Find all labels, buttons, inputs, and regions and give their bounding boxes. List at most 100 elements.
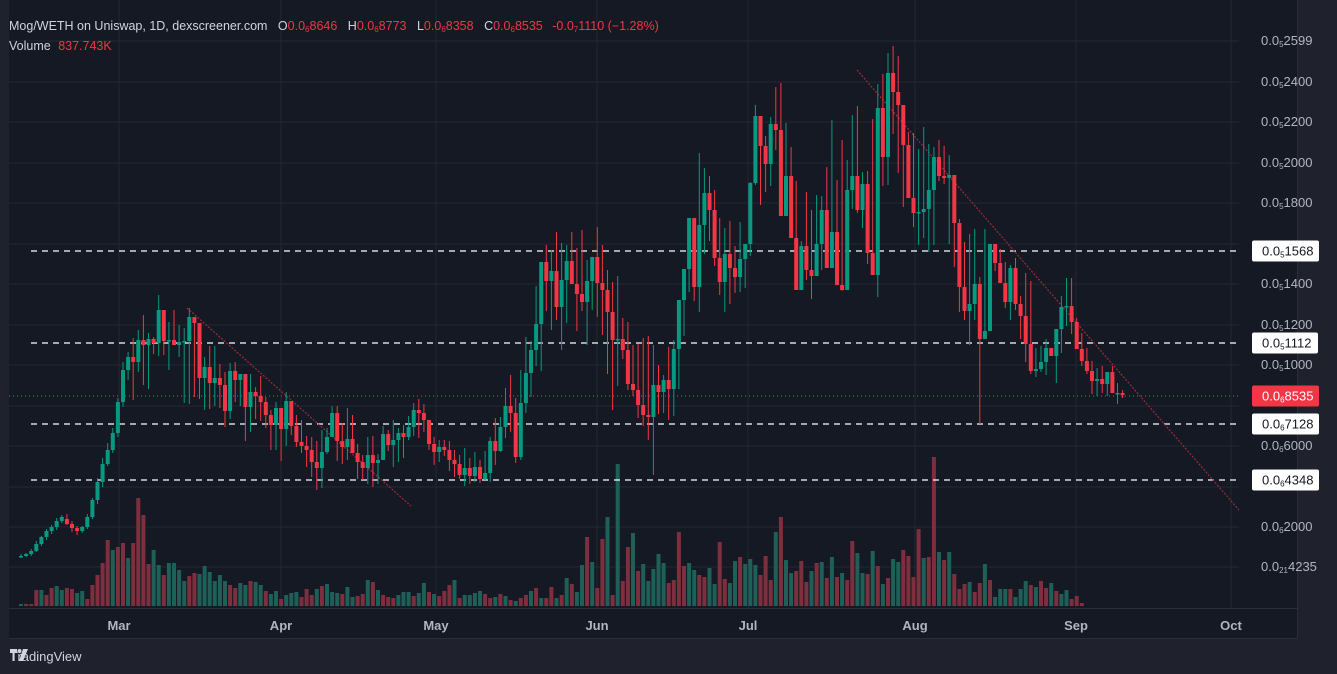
- candle-body: [121, 370, 125, 402]
- candle-body: [1008, 268, 1013, 302]
- candle-body: [753, 116, 758, 183]
- volume-bar: [243, 585, 248, 606]
- candle-body: [926, 190, 931, 209]
- volume-bar: [829, 557, 834, 606]
- volume-bar: [1008, 589, 1013, 606]
- volume-bar: [345, 587, 350, 606]
- candle-body: [1064, 306, 1069, 308]
- candle-body: [483, 473, 488, 479]
- trend-line: [186, 307, 412, 507]
- brand-name: TradingView: [10, 649, 82, 664]
- price-tick-label: 0.052200: [1261, 114, 1313, 130]
- candle-body: [952, 175, 957, 223]
- candle-body: [95, 482, 100, 500]
- candle-body: [972, 284, 977, 304]
- price-tick-label: 0.051400: [1261, 276, 1313, 292]
- candle-body: [631, 384, 635, 390]
- volume-bar: [646, 581, 651, 606]
- price-axis[interactable]: 0.052599 0.052400 0.052200 0.052000 0.051800…: [1239, 0, 1320, 608]
- candle-body: [733, 268, 737, 277]
- candle-body: [911, 198, 916, 213]
- volume-bar: [916, 529, 921, 606]
- candle-body: [386, 434, 391, 445]
- candle-body: [523, 373, 528, 403]
- candle-body: [722, 254, 727, 282]
- volume-bar: [733, 561, 737, 606]
- candle-body: [1074, 322, 1079, 349]
- volume-bar: [360, 594, 365, 606]
- candle-body: [274, 408, 278, 425]
- volume-bar: [1079, 603, 1084, 606]
- candle-body: [314, 462, 319, 468]
- volume-bar: [1003, 589, 1008, 606]
- candle-body: [636, 390, 641, 405]
- volume-bar: [957, 589, 962, 606]
- candle-body: [569, 261, 574, 284]
- time-tick-label: Jun: [585, 618, 609, 633]
- candle-body: [743, 244, 748, 259]
- volume-bar: [54, 586, 59, 606]
- level-price-tag: 0.051568: [1252, 240, 1320, 262]
- candle-body: [370, 455, 375, 463]
- volume-bar: [202, 566, 207, 606]
- candle-body: [1079, 349, 1084, 361]
- volume-bar: [661, 563, 666, 606]
- candle-body: [1049, 348, 1054, 356]
- volume-bar: [998, 589, 1003, 606]
- candle-body: [1039, 362, 1043, 369]
- volume-bar: [59, 590, 64, 606]
- volume-bar: [636, 571, 641, 606]
- candle-body: [432, 444, 437, 452]
- candle-body: [406, 427, 411, 437]
- candle-body: [299, 442, 304, 446]
- volume-bar: [335, 593, 340, 606]
- volume-bar: [880, 584, 885, 606]
- volume-bar: [70, 589, 74, 606]
- candle-body: [824, 210, 829, 268]
- candle-body: [758, 116, 763, 146]
- volume-bar: [610, 595, 615, 606]
- candle-body: [962, 287, 967, 311]
- chart-pane[interactable]: 0.052599 0.052400 0.052200 0.052000 0.051800…: [9, 0, 1320, 639]
- volume-bar: [886, 578, 890, 606]
- volume-bar: [253, 582, 258, 606]
- time-axis[interactable]: Mar Apr May Jun Jul Aug Sep Oct: [9, 608, 1297, 639]
- volume-bar: [294, 592, 299, 606]
- volume-bar: [682, 566, 686, 606]
- candle-body: [19, 556, 23, 558]
- volume-bar: [217, 575, 222, 606]
- candle-body: [712, 210, 717, 258]
- candle-body: [1003, 283, 1008, 302]
- volume-bar: [1044, 588, 1049, 606]
- candle-body: [187, 317, 192, 341]
- volume-bar: [1069, 599, 1074, 606]
- candle-body: [916, 212, 921, 214]
- tradingview-logo-icon: [10, 649, 28, 661]
- volume-bar: [1049, 583, 1054, 606]
- candle-body: [1023, 316, 1028, 344]
- candle-body: [610, 312, 615, 340]
- candle-body: [80, 527, 85, 531]
- candle-body: [1105, 372, 1110, 384]
- time-tick-label: May: [423, 618, 449, 633]
- candle-body: [54, 521, 59, 527]
- candle-body: [590, 257, 595, 281]
- candle-body: [865, 184, 870, 253]
- volume-bar: [126, 558, 131, 606]
- candle-body: [289, 401, 294, 426]
- price-tick-label: 0.052000: [1261, 155, 1313, 171]
- candle-body: [1069, 306, 1074, 322]
- volume-bar: [268, 594, 273, 606]
- candle-body: [29, 551, 34, 554]
- candle-body: [937, 157, 941, 176]
- time-tick-label: Sep: [1064, 618, 1088, 633]
- candle-body: [585, 281, 590, 302]
- volume-bar: [299, 597, 304, 606]
- candle-body: [605, 290, 610, 312]
- plot-area[interactable]: [9, 0, 1239, 608]
- volume-bar: [136, 498, 141, 606]
- candle-body: [472, 467, 477, 476]
- volume-bar: [370, 582, 375, 606]
- candlestick-chart[interactable]: [9, 0, 1239, 608]
- tradingview-brand[interactable]: TradingView: [10, 649, 82, 664]
